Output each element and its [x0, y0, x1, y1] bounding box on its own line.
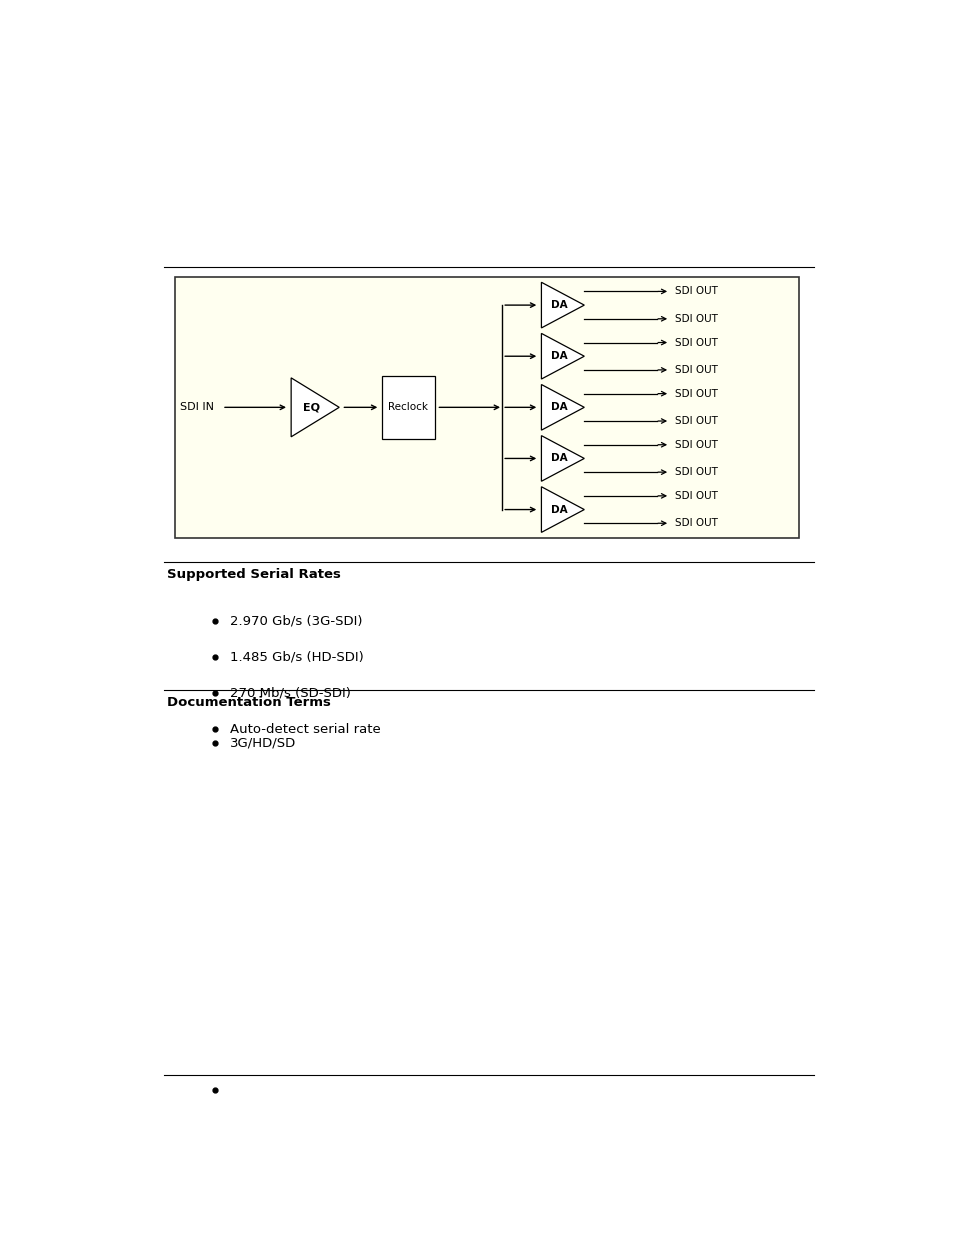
Polygon shape [541, 283, 583, 329]
Text: SDI OUT: SDI OUT [675, 416, 718, 426]
Polygon shape [541, 487, 583, 532]
Text: SDI OUT: SDI OUT [675, 519, 718, 529]
Text: Supported Serial Rates: Supported Serial Rates [167, 568, 341, 580]
Text: 270 Mb/s (SD-SDI): 270 Mb/s (SD-SDI) [230, 687, 351, 699]
Text: SDI OUT: SDI OUT [675, 364, 718, 375]
Bar [381, 375, 435, 438]
Text: SDI OUT: SDI OUT [675, 440, 718, 450]
Text: 2.970 Gb/s (3G-SDI): 2.970 Gb/s (3G-SDI) [230, 614, 362, 627]
Text: SDI OUT: SDI OUT [675, 467, 718, 477]
Text: SDI OUT: SDI OUT [675, 314, 718, 324]
Polygon shape [291, 378, 339, 437]
Polygon shape [541, 436, 583, 482]
Text: 3G/HD/SD: 3G/HD/SD [230, 736, 296, 750]
Text: SDI OUT: SDI OUT [675, 389, 718, 399]
Text: SDI OUT: SDI OUT [675, 337, 718, 347]
Text: DA: DA [551, 300, 567, 310]
Text: EQ: EQ [302, 403, 319, 412]
Polygon shape [541, 384, 583, 430]
Text: DA: DA [551, 403, 567, 412]
Text: Documentation Terms: Documentation Terms [167, 697, 331, 709]
Text: Auto-detect serial rate: Auto-detect serial rate [230, 722, 380, 736]
Text: DA: DA [551, 505, 567, 515]
Text: SDI OUT: SDI OUT [675, 490, 718, 501]
Text: SDI OUT: SDI OUT [675, 287, 718, 296]
Text: SDI IN: SDI IN [180, 403, 213, 412]
Bar [174, 277, 799, 538]
Text: 1.485 Gb/s (HD-SDI): 1.485 Gb/s (HD-SDI) [230, 651, 363, 663]
Text: Reclock: Reclock [388, 403, 428, 412]
Polygon shape [541, 333, 583, 379]
Text: DA: DA [551, 351, 567, 361]
Text: DA: DA [551, 453, 567, 463]
